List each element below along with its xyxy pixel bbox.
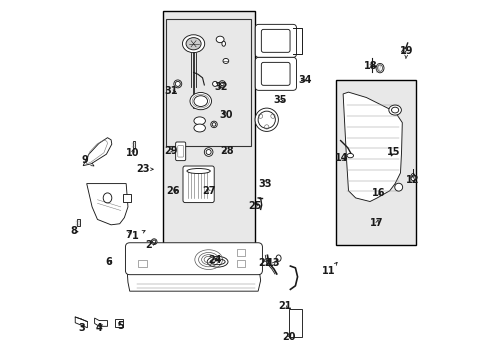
Text: 3: 3: [78, 323, 84, 333]
Ellipse shape: [410, 174, 414, 181]
Text: 26: 26: [166, 186, 180, 197]
Bar: [165, 19, 250, 146]
Text: 11: 11: [322, 262, 336, 276]
Ellipse shape: [194, 124, 205, 132]
Ellipse shape: [151, 239, 157, 244]
FancyBboxPatch shape: [255, 24, 296, 57]
Text: 18: 18: [363, 61, 377, 71]
Ellipse shape: [276, 255, 281, 261]
Ellipse shape: [222, 41, 225, 46]
Bar: [236, 260, 244, 267]
Ellipse shape: [375, 63, 383, 73]
Text: 10: 10: [125, 148, 139, 158]
Bar: [115, 319, 123, 327]
Ellipse shape: [388, 105, 401, 115]
Text: 35: 35: [273, 95, 286, 105]
Bar: [163, 12, 254, 266]
Bar: [335, 80, 415, 244]
Text: 25: 25: [248, 201, 262, 211]
Text: 1: 1: [131, 231, 145, 240]
Ellipse shape: [216, 36, 224, 42]
Text: 12: 12: [405, 175, 418, 185]
Ellipse shape: [190, 93, 211, 110]
FancyBboxPatch shape: [125, 243, 262, 275]
Text: 29: 29: [164, 145, 178, 156]
Text: 17: 17: [370, 218, 383, 228]
Ellipse shape: [210, 121, 217, 128]
Text: 20: 20: [282, 332, 295, 342]
Text: 9: 9: [81, 155, 94, 166]
Text: 24: 24: [208, 255, 222, 265]
Bar: [132, 141, 135, 148]
Text: 15: 15: [386, 147, 399, 157]
Ellipse shape: [194, 117, 205, 125]
Text: 23: 23: [136, 164, 153, 174]
Text: 14: 14: [334, 153, 347, 163]
Text: 19: 19: [399, 46, 412, 59]
Ellipse shape: [174, 80, 182, 88]
Ellipse shape: [255, 108, 278, 131]
Ellipse shape: [204, 148, 212, 156]
Polygon shape: [94, 318, 107, 326]
Text: 27: 27: [202, 186, 216, 197]
Polygon shape: [343, 92, 402, 202]
Ellipse shape: [212, 81, 217, 86]
Text: 21: 21: [277, 301, 291, 311]
Ellipse shape: [346, 153, 353, 158]
Polygon shape: [401, 47, 406, 54]
Polygon shape: [83, 138, 112, 166]
Text: 5: 5: [117, 321, 124, 331]
Text: 28: 28: [220, 145, 234, 156]
Ellipse shape: [182, 35, 204, 53]
Bar: [138, 260, 146, 267]
FancyBboxPatch shape: [175, 142, 185, 161]
Polygon shape: [75, 317, 87, 328]
Ellipse shape: [223, 58, 228, 63]
Ellipse shape: [207, 256, 227, 267]
Text: 13: 13: [266, 258, 280, 268]
Bar: [122, 194, 131, 202]
Text: 33: 33: [258, 179, 271, 189]
Ellipse shape: [185, 38, 201, 50]
Text: 2: 2: [145, 240, 155, 250]
Text: 4: 4: [96, 323, 102, 333]
Text: 8: 8: [71, 226, 78, 236]
Bar: [77, 219, 80, 226]
Ellipse shape: [186, 168, 210, 174]
Text: 31: 31: [164, 86, 177, 96]
Polygon shape: [126, 244, 260, 291]
Text: 16: 16: [371, 188, 385, 198]
Text: 6: 6: [105, 257, 112, 267]
Bar: [236, 249, 244, 256]
Text: 7: 7: [125, 230, 132, 239]
Polygon shape: [86, 184, 128, 225]
Ellipse shape: [219, 81, 225, 87]
Bar: [288, 309, 301, 337]
Text: 30: 30: [219, 111, 232, 121]
Text: 22: 22: [258, 258, 271, 268]
FancyBboxPatch shape: [183, 166, 214, 203]
Text: 32: 32: [214, 82, 227, 92]
Text: 34: 34: [297, 75, 311, 85]
Ellipse shape: [394, 183, 402, 191]
FancyBboxPatch shape: [255, 57, 296, 90]
